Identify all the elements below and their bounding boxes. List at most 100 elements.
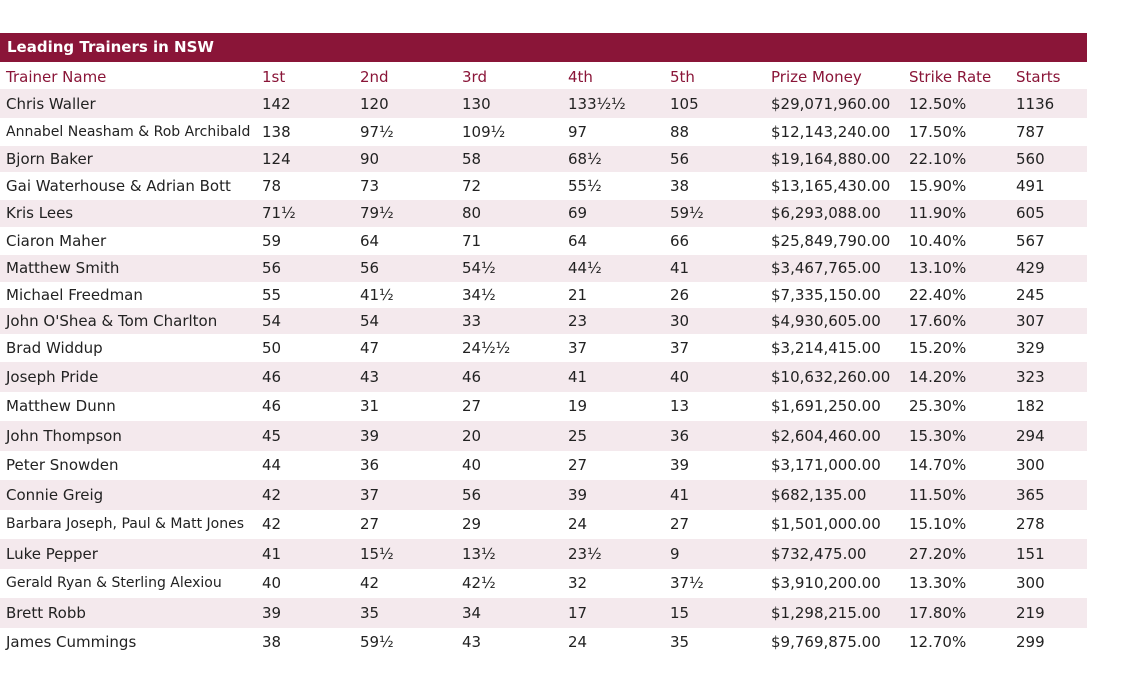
header-cell: Trainer Name (6, 67, 107, 86)
table-cell: 105 (670, 94, 699, 113)
table-cell: 68½ (568, 150, 602, 168)
table-row: Gerald Ryan & Sterling Alexiou 40 42 42½ 32 3… (0, 569, 1087, 599)
table-cell: 15.90% (909, 176, 967, 195)
table-cell: 11.50% (909, 485, 967, 504)
table-cell: 20 (462, 426, 482, 445)
table-cell: $9,769,875.00 (771, 632, 881, 651)
table-row: Matthew Smith 56 56 54½ 44½ 41 $3,467,765.00 13… (0, 254, 1087, 282)
table-cell: Brad Widdup (6, 339, 103, 357)
table-cell: 42 (360, 574, 380, 593)
table-cell: 72 (462, 176, 482, 195)
table-row: Chris Waller 142 120 130 133½½ 105 $29,071,960… (0, 89, 1087, 118)
table-row: Peter Snowden 44 36 40 27 39 $3,171,000.00 14.7… (0, 451, 1087, 481)
table-cell: $4,930,605.00 (771, 312, 881, 330)
table-row: Annabel Neasham & Rob Archibald 138 97½ 109… (0, 118, 1087, 146)
table-cell: 13.10% (909, 259, 967, 278)
header-cell: 1st (262, 67, 286, 86)
header-cell: 4th (568, 67, 593, 86)
table-cell: Matthew Smith (6, 259, 120, 278)
table-cell: $3,910,200.00 (771, 574, 881, 593)
table-cell: 13.30% (909, 574, 967, 593)
table-cell: $12,143,240.00 (771, 123, 891, 141)
table-cell: 44 (262, 456, 282, 475)
table-cell: $1,298,215.00 (771, 603, 881, 622)
table-cell: 33 (462, 312, 482, 330)
table-cell: 17 (568, 603, 588, 622)
table-cell: 278 (1016, 515, 1045, 534)
table-cell: 307 (1016, 312, 1045, 330)
header-cell: 2nd (360, 67, 389, 86)
table-cell: 45 (262, 426, 282, 445)
table-cell: 56 (670, 150, 690, 168)
table-cell: Ciaron Maher (6, 231, 107, 250)
table-cell: Barbara Joseph, Paul & Matt Jones (6, 516, 244, 533)
table-cell: 44½ (568, 259, 602, 278)
table-row: Barbara Joseph, Paul & Matt Jones 42 27 29 2… (0, 510, 1087, 540)
table-title: Leading Trainers in NSW (0, 33, 1087, 62)
table-cell: 64 (360, 231, 380, 250)
table-cell: $13,165,430.00 (771, 176, 891, 195)
table-cell: 787 (1016, 123, 1045, 141)
table-cell: 24 (568, 632, 588, 651)
table-row: Brad Widdup 50 47 24½½ 37 37 $3,214,415.00 15.2… (0, 334, 1087, 362)
table-cell: 15.20% (909, 339, 967, 357)
table-cell: 37½ (670, 574, 704, 593)
table-cell: 13½ (462, 544, 496, 563)
table-cell: 24½½ (462, 339, 511, 357)
table-cell: 78 (262, 176, 282, 195)
table-cell: 245 (1016, 286, 1045, 304)
table-row: Luke Pepper 41 15½ 13½ 23½ 9 $732,475.00 27.20%… (0, 539, 1087, 569)
table-cell: Gai Waterhouse & Adrian Bott (6, 176, 231, 195)
table-cell: $732,475.00 (771, 544, 867, 563)
table-row: Connie Greig 42 37 56 39 41 $682,135.00 11.50% 3… (0, 480, 1087, 510)
table-cell: 300 (1016, 456, 1045, 475)
table-cell: 17.50% (909, 123, 967, 141)
table-cell: 64 (568, 231, 588, 250)
header-cell: Starts (1016, 67, 1061, 86)
table-cell: 73 (360, 176, 380, 195)
table-cell: 299 (1016, 632, 1045, 651)
table-cell: 300 (1016, 574, 1045, 593)
table-cell: 11.90% (909, 204, 967, 223)
table-cell: 294 (1016, 426, 1045, 445)
table-row: John Thompson 45 39 20 25 36 $2,604,460.00 15.3… (0, 421, 1087, 451)
table-cell: John O'Shea & Tom Charlton (6, 312, 218, 330)
table-cell: $3,171,000.00 (771, 456, 881, 475)
table-cell: 54 (360, 312, 380, 330)
table-cell: 130 (462, 94, 491, 113)
table-cell: 40 (262, 574, 282, 593)
table-cell: $19,164,880.00 (771, 150, 891, 168)
table-cell: 365 (1016, 485, 1045, 504)
table-cell: 1136 (1016, 94, 1055, 113)
table-cell: 79½ (360, 204, 394, 223)
table-cell: 43 (360, 367, 380, 386)
table-cell: 25.30% (909, 397, 967, 416)
table-cell: $1,501,000.00 (771, 515, 881, 534)
table-cell: 54½ (462, 259, 496, 278)
table-cell: John Thompson (6, 426, 122, 445)
table-cell: 37 (568, 339, 588, 357)
table-cell: 219 (1016, 603, 1045, 622)
table-cell: 59½ (360, 632, 394, 651)
table-cell: 55 (262, 286, 282, 304)
table-cell: Michael Freedman (6, 286, 143, 304)
table-cell: Brett Robb (6, 603, 86, 622)
table-cell: $3,214,415.00 (771, 339, 881, 357)
table-cell: 36 (670, 426, 690, 445)
table-cell: 35 (360, 603, 380, 622)
table-cell: 25 (568, 426, 588, 445)
table-cell: 41½ (360, 286, 394, 304)
table-cell: 32 (568, 574, 588, 593)
table-cell: 109½ (462, 123, 506, 141)
table-cell: 38 (262, 632, 282, 651)
table-cell: 27 (360, 515, 380, 534)
table-cell: 71 (462, 231, 482, 250)
table-cell: 46 (262, 367, 282, 386)
table-cell: 59½ (670, 204, 704, 223)
header-row: Trainer Name 1st 2nd 3rd 4th 5th Prize Money St… (0, 64, 1087, 89)
table-cell: 56 (462, 485, 482, 504)
table-cell: Gerald Ryan & Sterling Alexiou (6, 575, 222, 592)
table-cell: 41 (568, 367, 588, 386)
header-cell: 3rd (462, 67, 487, 86)
